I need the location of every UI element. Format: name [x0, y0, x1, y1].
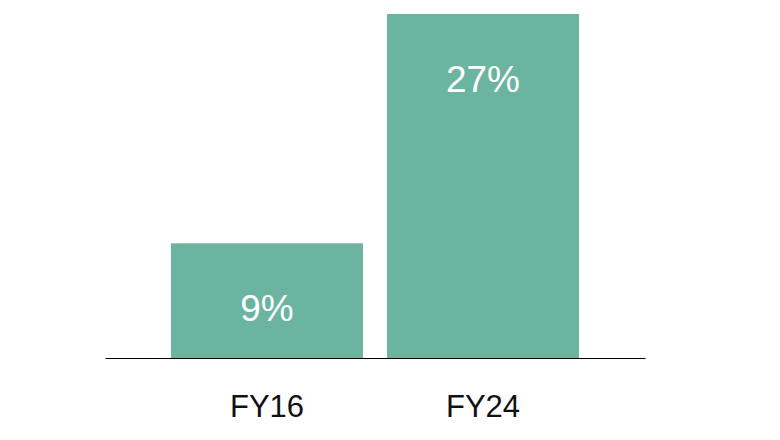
x-axis: FY16 FY24 [106, 358, 646, 424]
bar [387, 14, 579, 358]
tick-label: FY24 [446, 389, 520, 424]
axis-line [106, 358, 646, 359]
data-label: 27% [446, 59, 520, 100]
bars [171, 14, 579, 358]
tick: FY24 [446, 358, 520, 424]
data-label: 9% [240, 288, 293, 329]
tick-label: FY16 [230, 389, 304, 424]
chart: FY16 FY24 9% 27% [0, 0, 780, 440]
tick: FY16 [230, 358, 304, 424]
data-labels: 9% 27% [240, 59, 520, 329]
bar [171, 243, 363, 358]
